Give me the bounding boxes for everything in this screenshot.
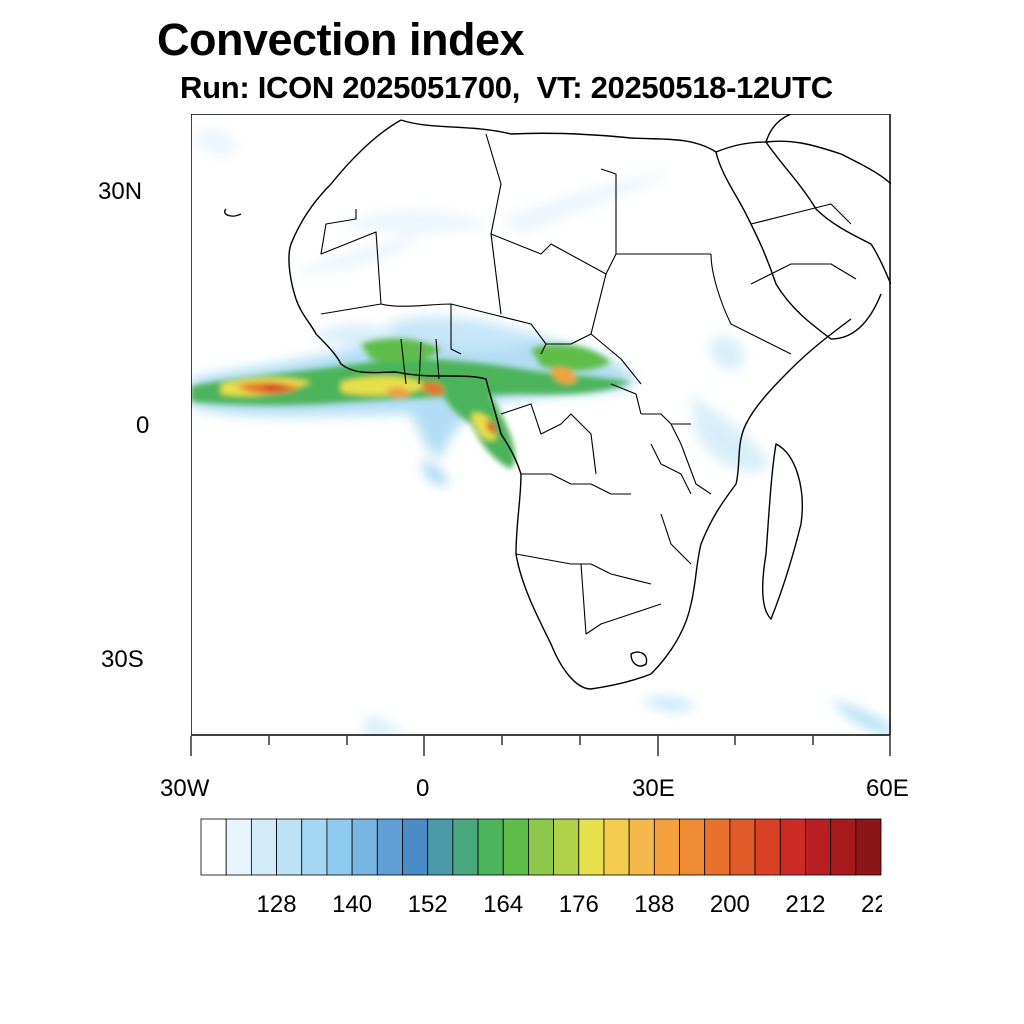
colorbar-swatch — [200, 818, 227, 876]
lat-label-30n: 30N — [98, 178, 143, 205]
colorbar-swatch — [553, 818, 580, 876]
colorbar-label: 164 — [483, 891, 523, 918]
colorbar-swatch — [452, 818, 479, 876]
colorbar-swatch — [805, 818, 832, 876]
lon-label-30w: 30W — [160, 775, 210, 802]
colorbar-label: 188 — [634, 891, 674, 918]
colorbar-label: 200 — [710, 891, 750, 918]
colorbar: 128140152164176188200212224236 — [200, 818, 882, 918]
colorbar-swatch — [754, 818, 781, 876]
colorbar-swatch — [679, 818, 706, 876]
lon-label-30e: 30E — [632, 775, 675, 802]
colorbar-swatch — [578, 818, 605, 876]
colorbar-swatch — [704, 818, 731, 876]
colorbar-swatch — [477, 818, 504, 876]
colorbar-swatch — [276, 818, 303, 876]
colorbar-swatch — [830, 818, 857, 876]
colorbar-swatch — [855, 818, 882, 876]
colorbar-swatch — [628, 818, 655, 876]
lon-label-0: 0 — [416, 775, 430, 802]
lat-label-equator: 0 — [136, 412, 150, 439]
colorbar-swatch — [225, 818, 252, 876]
colorbar-label: 212 — [785, 891, 825, 918]
country-borders — [320, 133, 857, 635]
map-frame-border — [191, 114, 891, 736]
lat-label-30s: 30S — [101, 646, 144, 673]
colorbar-label: 224 — [861, 891, 882, 918]
lon-label-60e: 60E — [866, 775, 909, 802]
coastlines — [224, 114, 891, 690]
convection-field — [191, 130, 891, 736]
lon-tick-marks — [190, 736, 891, 756]
colorbar-swatch — [376, 818, 403, 876]
colorbar-label: 152 — [408, 891, 448, 918]
colorbar-swatch — [351, 818, 378, 876]
colorbar-label: 176 — [559, 891, 599, 918]
colorbar-swatch — [427, 818, 454, 876]
colorbar-swatch — [326, 818, 353, 876]
colorbar-swatch — [502, 818, 529, 876]
colorbar-swatch — [779, 818, 806, 876]
colorbar-swatch — [301, 818, 328, 876]
colorbar-label: 140 — [332, 891, 372, 918]
colorbar-swatch — [653, 818, 680, 876]
colorbar-swatch — [603, 818, 630, 876]
colorbar-swatch — [729, 818, 756, 876]
colorbar-label: 128 — [257, 891, 297, 918]
convection-index-map — [191, 114, 891, 736]
colorbar-swatch — [402, 818, 429, 876]
page-subtitle: Run: ICON 2025051700, VT: 20250518-12UTC — [180, 70, 833, 105]
page-title: Convection index — [157, 14, 525, 65]
colorbar-swatch — [528, 818, 555, 876]
colorbar-swatch — [250, 818, 277, 876]
